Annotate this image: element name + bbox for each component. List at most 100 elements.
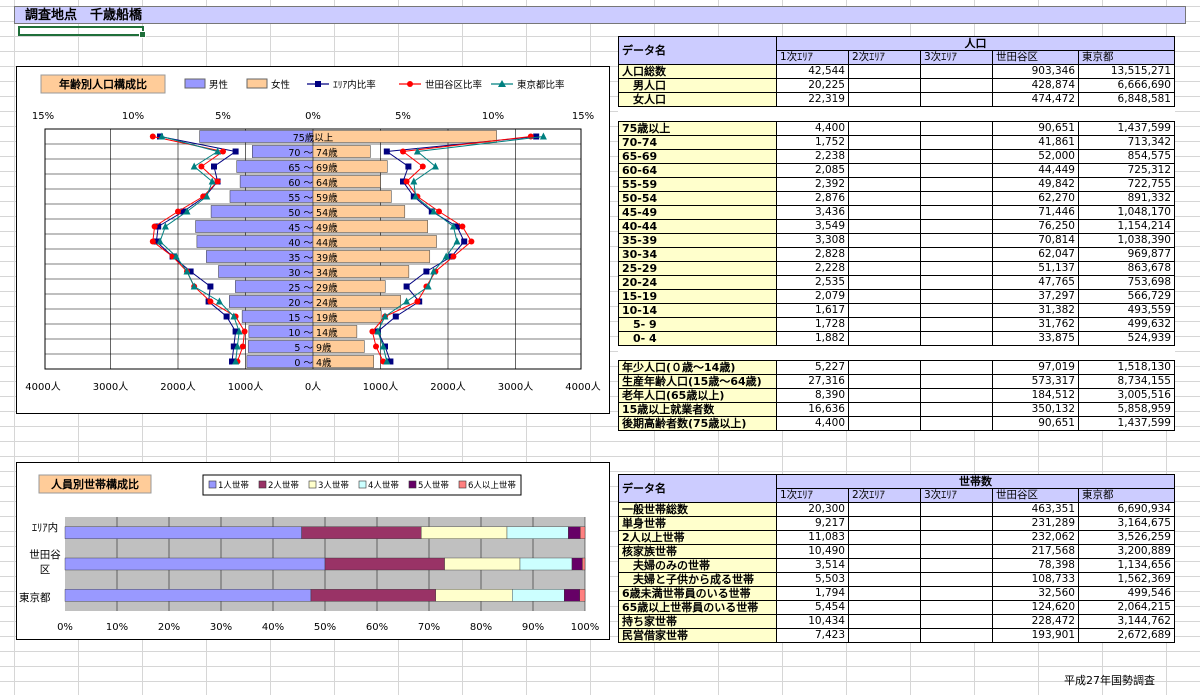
cell-value[interactable]: 70,814 (992, 233, 1079, 248)
cell-value[interactable] (848, 558, 921, 573)
cell-value[interactable] (920, 275, 993, 290)
cell-value[interactable] (920, 219, 993, 234)
cell-value[interactable]: 499,546 (1078, 586, 1175, 601)
cell-value[interactable]: 1,562,369 (1078, 572, 1175, 587)
cell-value[interactable] (920, 558, 993, 573)
cell-value[interactable] (920, 628, 993, 643)
cell-value[interactable]: 1,048,170 (1078, 205, 1175, 220)
row-label[interactable]: 2人以上世帯 (618, 530, 777, 545)
cell-value[interactable] (920, 360, 993, 375)
cell-value[interactable]: 90,651 (992, 416, 1079, 431)
cell-value[interactable]: 854,575 (1078, 149, 1175, 164)
cell-value[interactable]: 1,437,599 (1078, 121, 1175, 136)
cell-value[interactable]: 5,858,959 (1078, 402, 1175, 417)
cell-value[interactable]: 5,454 (776, 600, 849, 615)
row-label[interactable]: 6歳未満世帯員のいる世帯 (618, 586, 777, 601)
cell-value[interactable] (920, 247, 993, 262)
cell-value[interactable] (920, 303, 993, 318)
row-label[interactable]: 40-44 (618, 219, 777, 234)
cell-value[interactable] (920, 177, 993, 192)
row-label[interactable]: 20-24 (618, 275, 777, 290)
cell-value[interactable] (848, 516, 921, 531)
cell-value[interactable] (848, 135, 921, 150)
cell-value[interactable]: 76,250 (992, 219, 1079, 234)
cell-value[interactable] (848, 628, 921, 643)
cell-value[interactable]: 713,342 (1078, 135, 1175, 150)
cell-value[interactable]: 8,390 (776, 388, 849, 403)
cell-value[interactable]: 753,698 (1078, 275, 1175, 290)
cell-value[interactable]: 573,317 (992, 374, 1079, 389)
cell-value[interactable] (848, 163, 921, 178)
cell-value[interactable]: 52,000 (992, 149, 1079, 164)
cell-value[interactable]: 3,514 (776, 558, 849, 573)
cell-value[interactable]: 725,312 (1078, 163, 1175, 178)
cell-value[interactable] (848, 303, 921, 318)
row-label[interactable]: 75歳以上 (618, 121, 777, 136)
cell-value[interactable]: 6,666,690 (1078, 78, 1175, 93)
cell-value[interactable]: 37,297 (992, 289, 1079, 304)
cell-value[interactable]: 3,308 (776, 233, 849, 248)
row-label[interactable]: 65歳以上世帯員のいる世帯 (618, 600, 777, 615)
cell-value[interactable] (920, 331, 993, 346)
cell-value[interactable]: 97,019 (992, 360, 1079, 375)
cell-value[interactable]: 41,861 (992, 135, 1079, 150)
cell-value[interactable]: 5,503 (776, 572, 849, 587)
cell-value[interactable] (848, 544, 921, 559)
cell-value[interactable] (920, 92, 993, 107)
cell-value[interactable]: 3,144,762 (1078, 614, 1175, 629)
row-label[interactable]: 35-39 (618, 233, 777, 248)
row-label[interactable]: 0- 4 (618, 331, 777, 346)
cell-value[interactable] (920, 416, 993, 431)
row-label[interactable]: 年少人口(０歳～14歳) (618, 360, 777, 375)
cell-value[interactable] (848, 317, 921, 332)
cell-value[interactable] (848, 600, 921, 615)
row-label[interactable]: 45-49 (618, 205, 777, 220)
cell-value[interactable] (920, 600, 993, 615)
cell-value[interactable] (848, 92, 921, 107)
cell-value[interactable]: 1,154,214 (1078, 219, 1175, 234)
row-label[interactable]: 5- 9 (618, 317, 777, 332)
row-label[interactable]: 女人口 (618, 92, 777, 107)
cell-value[interactable] (848, 289, 921, 304)
cell-value[interactable] (920, 516, 993, 531)
row-label[interactable]: 持ち家世帯 (618, 614, 777, 629)
cell-value[interactable]: 350,132 (992, 402, 1079, 417)
cell-value[interactable] (848, 64, 921, 79)
cell-value[interactable]: 217,568 (992, 544, 1079, 559)
row-label[interactable]: 15歳以上就業者数 (618, 402, 777, 417)
cell-value[interactable]: 2,085 (776, 163, 849, 178)
cell-value[interactable]: 42,544 (776, 64, 849, 79)
row-label[interactable]: 65-69 (618, 149, 777, 164)
row-label[interactable]: 民営借家世帯 (618, 628, 777, 643)
cell-value[interactable]: 124,620 (992, 600, 1079, 615)
household-composition-chart[interactable]: 人員別世帯構成比 1人世帯 2人世帯 3人世帯 4人世帯 5人世帯 6人以上世帯 ｴﾘｱ内… (16, 462, 610, 640)
age-pyramid-chart[interactable]: 年齢別人口構成比 男性 女性 ｴﾘｱ内比率 世田谷区比率 東京都比率 15% 10% 5% 0… (16, 66, 610, 414)
cell-value[interactable]: 2,535 (776, 275, 849, 290)
row-label[interactable]: 10-14 (618, 303, 777, 318)
cell-value[interactable] (848, 149, 921, 164)
cell-value[interactable]: 4,400 (776, 416, 849, 431)
cell-value[interactable] (920, 544, 993, 559)
row-label[interactable]: 50-54 (618, 191, 777, 206)
cell-value[interactable]: 3,005,516 (1078, 388, 1175, 403)
cell-value[interactable]: 31,382 (992, 303, 1079, 318)
cell-value[interactable]: 969,877 (1078, 247, 1175, 262)
cell-value[interactable] (848, 331, 921, 346)
cell-value[interactable]: 11,083 (776, 530, 849, 545)
cell-value[interactable] (848, 572, 921, 587)
row-label[interactable]: 人口総数 (618, 64, 777, 79)
cell-value[interactable]: 2,238 (776, 149, 849, 164)
cell-value[interactable]: 3,436 (776, 205, 849, 220)
row-label[interactable]: 老年人口(65歳以上) (618, 388, 777, 403)
row-label[interactable]: 核家族世帯 (618, 544, 777, 559)
cell-value[interactable]: 3,526,259 (1078, 530, 1175, 545)
cell-value[interactable] (848, 614, 921, 629)
cell-value[interactable]: 428,874 (992, 78, 1079, 93)
cell-value[interactable]: 78,398 (992, 558, 1079, 573)
cell-value[interactable] (920, 121, 993, 136)
cell-value[interactable] (848, 205, 921, 220)
cell-value[interactable]: 863,678 (1078, 261, 1175, 276)
row-label[interactable]: 後期高齢者数(75歳以上) (618, 416, 777, 431)
cell-value[interactable] (920, 163, 993, 178)
cell-value[interactable]: 228,472 (992, 614, 1079, 629)
